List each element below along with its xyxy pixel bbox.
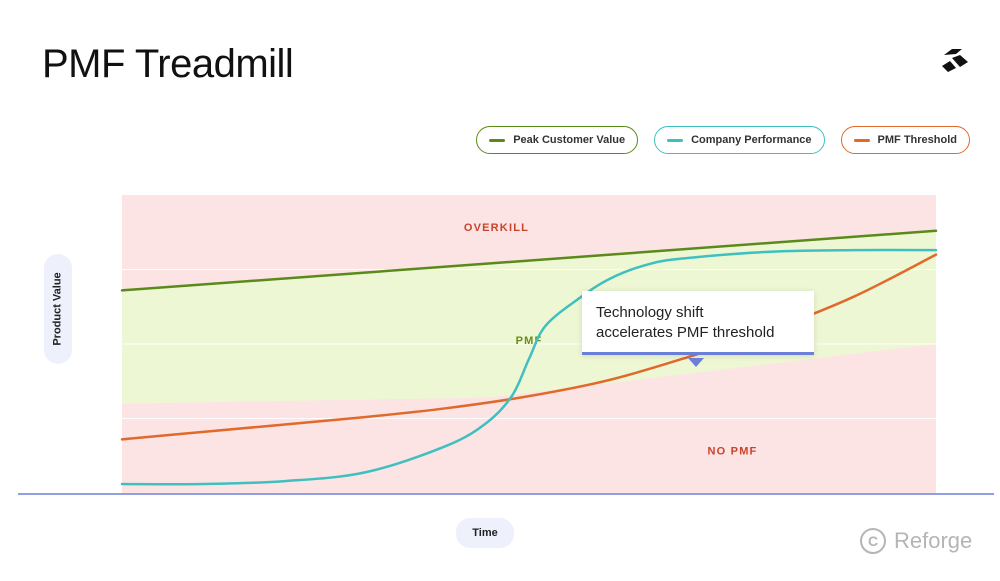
legend-swatch-company-performance [667,138,684,142]
annotation-callout: Technology shift accelerates PMF thresho… [582,291,814,355]
region-label-no-pmf: NO PMF [708,445,758,457]
legend-item-company-performance: Company Performance [654,126,825,154]
reforge-logo-icon [942,49,968,72]
legend-item-peak-customer-value: Peak Customer Value [476,126,639,154]
callout-pointer-icon [688,358,704,367]
pmf-zone-band [122,230,936,404]
callout-line-1: Technology shift [596,304,704,321]
copyright-icon: C [860,528,886,554]
series-line-company-performance [120,248,938,486]
y-axis-label: Product Value [52,272,65,346]
legend-label-pmf-threshold: PMF Threshold [877,134,957,146]
legend-swatch-peak-customer-value [489,138,506,142]
series-line-peak-customer-value [120,229,938,292]
x-axis-label-pill: Time [456,518,514,548]
chart-legend: Peak Customer Value Company Performance PM… [476,126,970,154]
legend-swatch-pmf-threshold [853,138,870,142]
page-title: PMF Treadmill [42,42,294,86]
y-axis-label-pill: Product Value [44,254,72,364]
callout-line-2: accelerates PMF threshold [596,324,775,341]
watermark: C Reforge [860,528,972,554]
region-label-overkill: OVERKILL [464,222,529,234]
legend-item-pmf-threshold: PMF Threshold [840,126,970,154]
legend-label-peak-customer-value: Peak Customer Value [513,134,626,146]
legend-label-company-performance: Company Performance [691,134,812,146]
watermark-brand: Reforge [894,528,973,553]
x-axis-label: Time [472,527,498,539]
